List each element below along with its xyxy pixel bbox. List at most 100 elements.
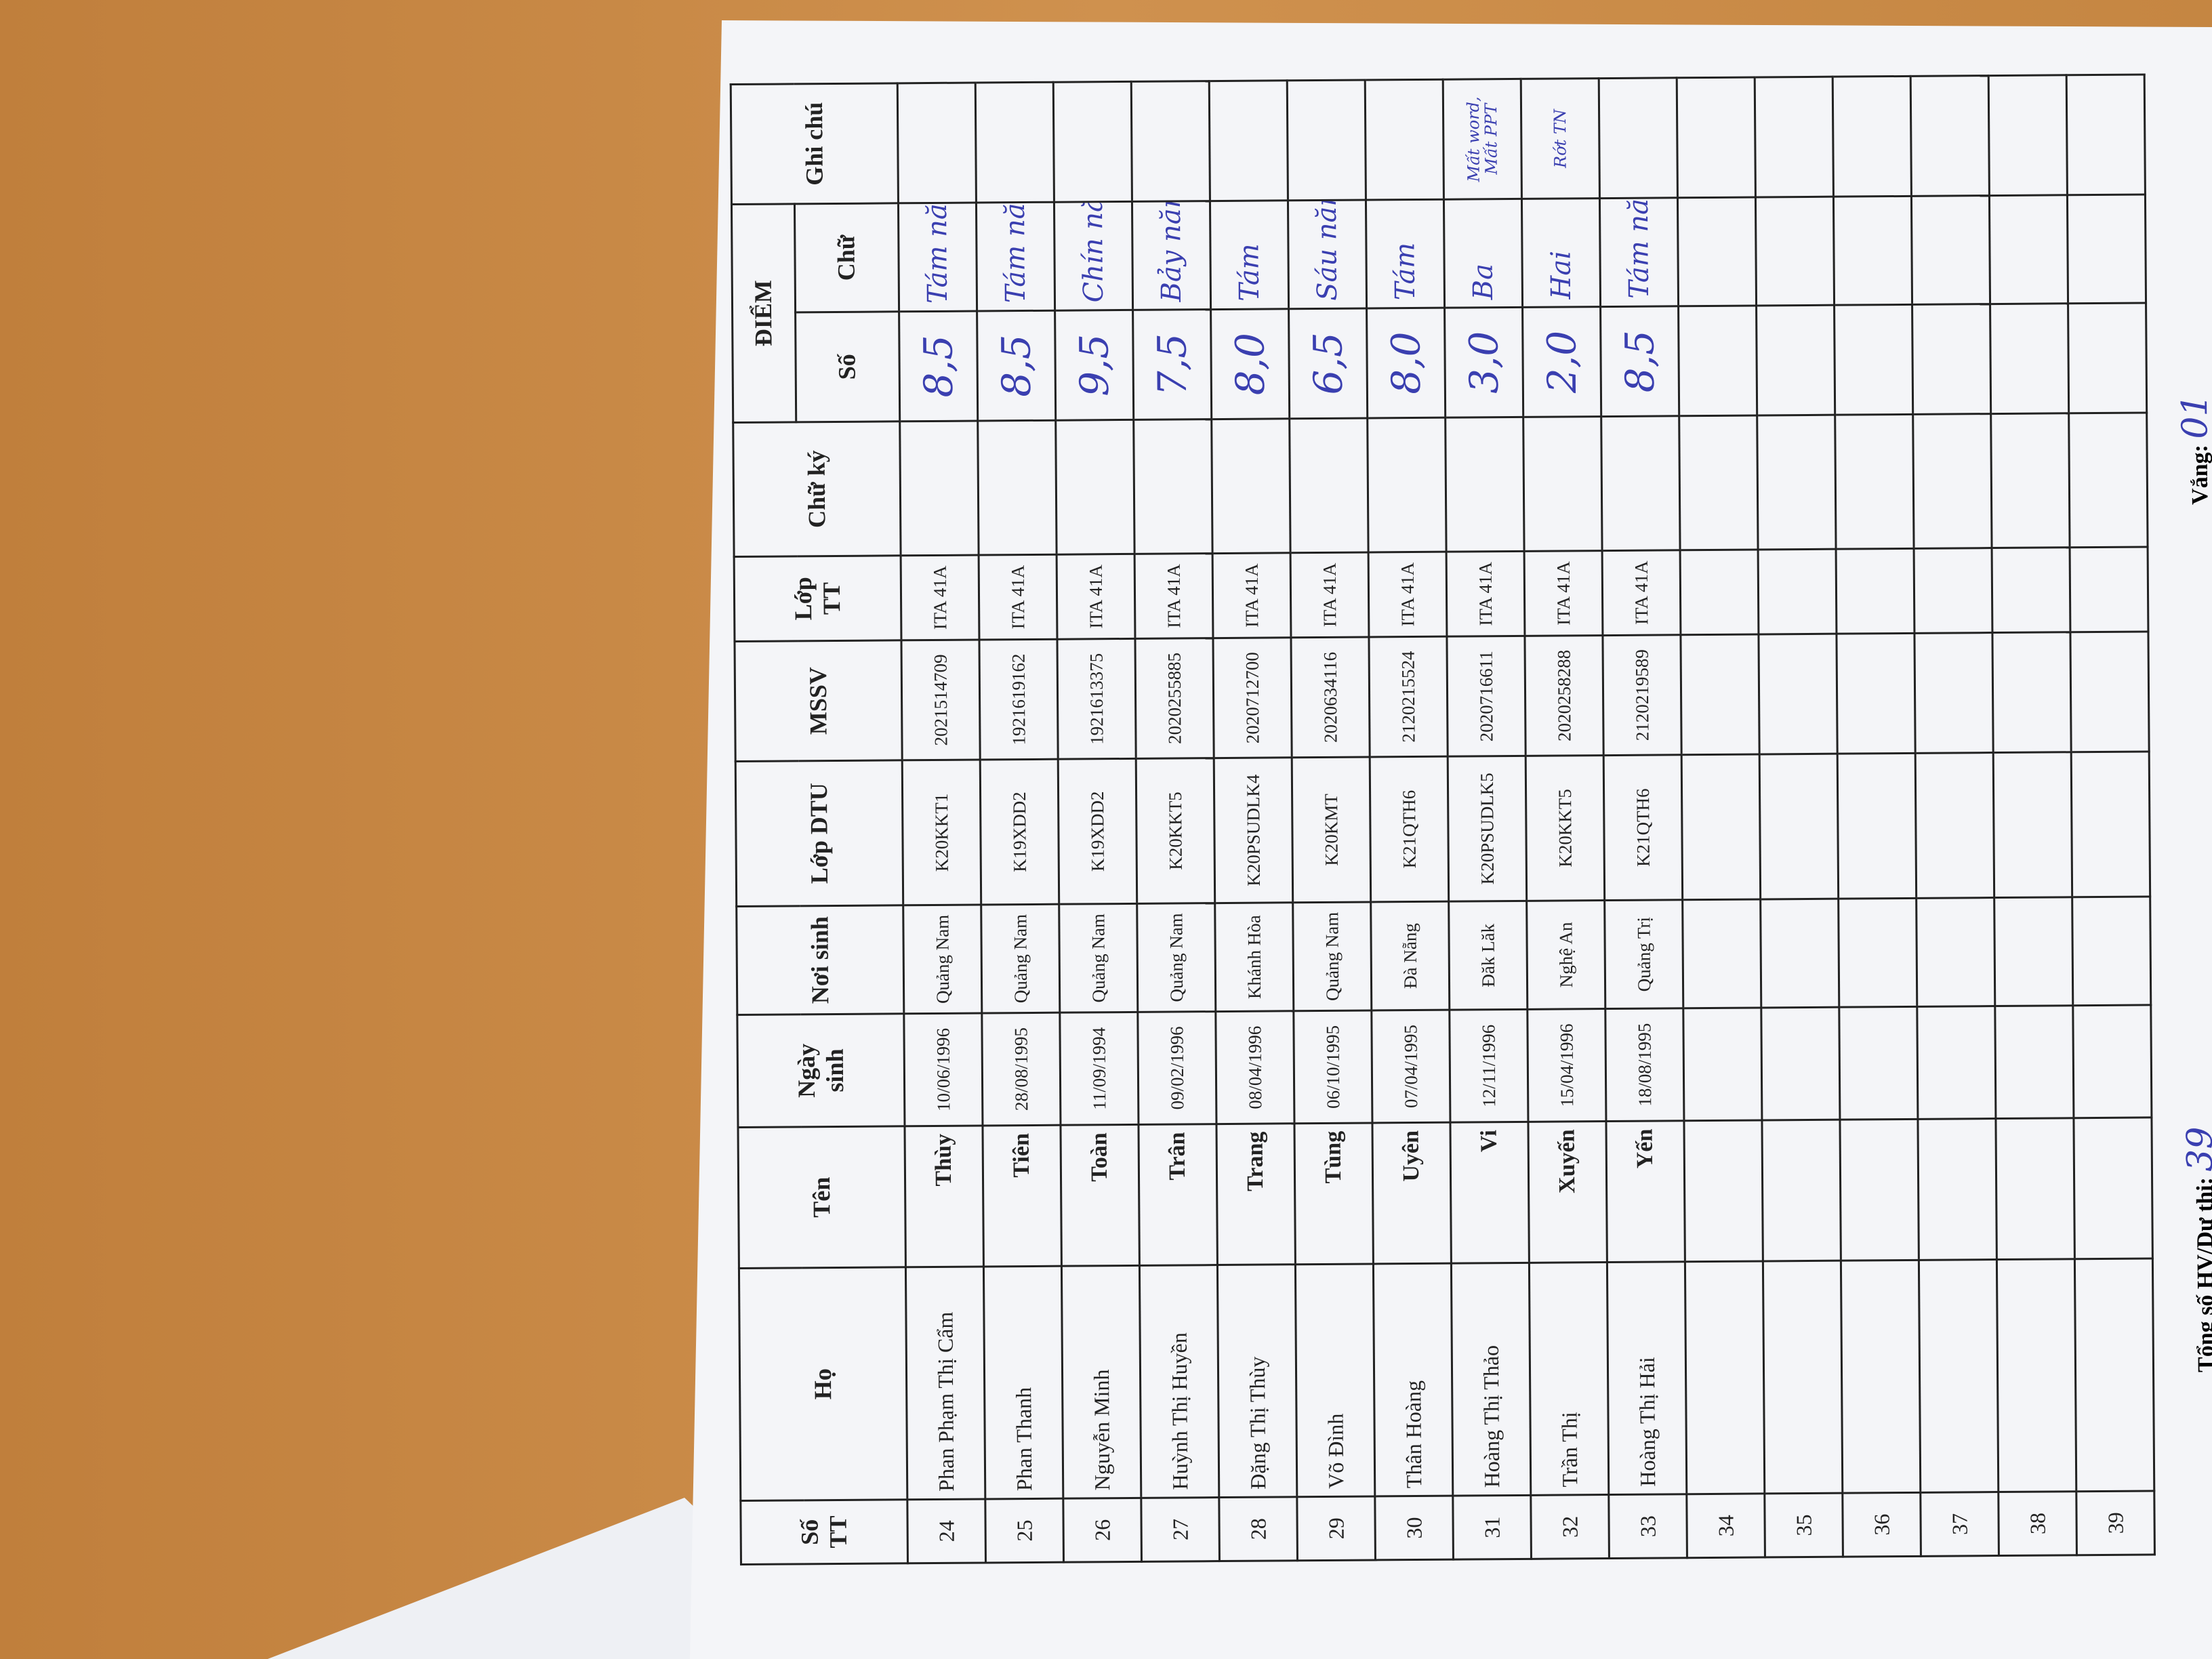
header-cell: Nơi sinh: [736, 905, 904, 1015]
cell: Tám: [1366, 199, 1445, 309]
table-body: 24 Phan Phạm Thị Cẩm Thùy 10/06/1996 Quảng N…: [897, 74, 2155, 1563]
cell: Trang: [1216, 1123, 1296, 1265]
cell: ITA 41A: [979, 554, 1057, 640]
cell: Yến: [1605, 1120, 1685, 1263]
cell: 28: [1218, 1496, 1298, 1561]
cell: [1758, 634, 1838, 754]
cell: [1994, 897, 2073, 1006]
cell: Tám: [1210, 200, 1289, 310]
cell: Huỳnh Thị Huyền: [1139, 1265, 1219, 1498]
absent: Vắng: 01: [2175, 394, 2212, 505]
cell: Uyên: [1372, 1122, 1452, 1264]
cell: [1995, 1118, 2075, 1260]
cell: 6,5: [1288, 308, 1368, 419]
cell: K20PSUDLK5: [1448, 756, 1527, 902]
cell: Vi: [1450, 1122, 1530, 1264]
cell: 2120219589: [1602, 634, 1682, 756]
cell: Nguyễn Minh: [1061, 1265, 1141, 1499]
cell: [1916, 897, 1995, 1007]
cell: 11/09/1994: [1059, 1012, 1139, 1126]
cell: Tám năm: [1599, 197, 1679, 307]
table-row: 39: [2066, 74, 2155, 1555]
cell: 38: [1998, 1491, 2077, 1556]
cell: Thùy: [904, 1125, 984, 1267]
table-row: 34: [1677, 77, 1765, 1558]
cell: [1914, 632, 1994, 754]
cell: 2020716611: [1446, 636, 1526, 757]
cell: [1677, 197, 1757, 306]
table-row: 29 Võ Đình Tùng 06/10/1995 Quảng Nam K20KMT 20…: [1287, 80, 1376, 1561]
cell: [1133, 419, 1213, 554]
header-cell: Họ: [739, 1267, 907, 1501]
cell: Võ Đình: [1295, 1263, 1375, 1497]
absent-value: 01: [2174, 394, 2212, 439]
cell: ITA 41A: [1290, 552, 1369, 638]
cell: 8,5: [977, 310, 1056, 422]
cell: [1289, 417, 1369, 553]
cell: ITA 41A: [1212, 552, 1291, 638]
cell: 8,5: [1600, 306, 1679, 417]
cell: [2074, 1258, 2154, 1492]
cell: [897, 83, 977, 203]
cell: Phan Thanh: [983, 1266, 1063, 1499]
cell: Trần Thị: [1529, 1262, 1609, 1496]
cell: [1760, 899, 1839, 1008]
cell: ITA 41A: [1368, 552, 1447, 637]
table-row: 36: [1832, 76, 1921, 1557]
cell: Ba: [1443, 199, 1523, 308]
table-row: 26 Nguyễn Minh Toàn 11/09/1994 Quảng Nam K19X…: [1053, 81, 1142, 1563]
cell: [1834, 304, 1913, 415]
table-row: 30 Thân Hoàng Uyên 07/04/1995 Đà Nẵng K21QTH6…: [1365, 79, 1454, 1560]
cell: 2020634116: [1290, 636, 1370, 758]
cell: [1758, 549, 1837, 634]
cell: ITA 41A: [1602, 550, 1681, 636]
cell: [1681, 754, 1761, 900]
cell: [1209, 80, 1288, 201]
cell: [2070, 546, 2148, 632]
cell: [1367, 417, 1447, 552]
cell: [1839, 1006, 1918, 1120]
cell: [1365, 79, 1444, 201]
cell: K20KKT5: [1525, 755, 1605, 901]
cell: 37: [1920, 1492, 1999, 1557]
cell: [1988, 75, 2068, 196]
paper: [690, 20, 2212, 1659]
cell: 18/08/1995: [1605, 1008, 1684, 1122]
cell: [1761, 1120, 1841, 1261]
cell: [1756, 305, 1835, 415]
absent-label: Vắng:: [2187, 444, 2212, 506]
cell: Thân Hoàng: [1373, 1263, 1453, 1496]
header-cell: Lớp DTU: [735, 760, 903, 907]
cell: 3,0: [1444, 307, 1523, 418]
cell: Chín năm: [1054, 201, 1133, 311]
cell: 39: [2076, 1490, 2155, 1555]
table-row: 38: [1988, 75, 2077, 1556]
cell: Phan Phạm Thị Cẩm: [905, 1266, 985, 1500]
cell: [1055, 419, 1135, 555]
cell: 06/10/1995: [1293, 1010, 1372, 1124]
cell: Hoàng Thị Hải: [1607, 1261, 1687, 1495]
cell: [1053, 81, 1132, 203]
cell: [1682, 899, 1761, 1008]
header-cell: Lớp TT: [734, 555, 901, 642]
cell: 31: [1452, 1495, 1532, 1560]
cell: [1836, 548, 1914, 634]
cell: [1836, 633, 1916, 754]
cell: [1917, 1118, 1997, 1261]
cell: [2068, 412, 2148, 548]
cell: [1677, 77, 1756, 198]
cell: Đà Nẵng: [1370, 901, 1450, 1010]
cell: [1839, 1119, 1919, 1261]
cell: 2,0: [1522, 306, 1601, 417]
cell: [2072, 1004, 2152, 1118]
cell: 2020712700: [1212, 637, 1292, 758]
cell: 12/11/1996: [1449, 1009, 1528, 1123]
cell: [1679, 415, 1759, 550]
cell: [1761, 1007, 1840, 1120]
cell: 07/04/1995: [1371, 1010, 1450, 1123]
cell: [1912, 304, 1991, 415]
cell: ITA 41A: [1134, 553, 1213, 639]
cell: [1996, 1258, 2076, 1492]
cell: [1685, 1261, 1765, 1494]
